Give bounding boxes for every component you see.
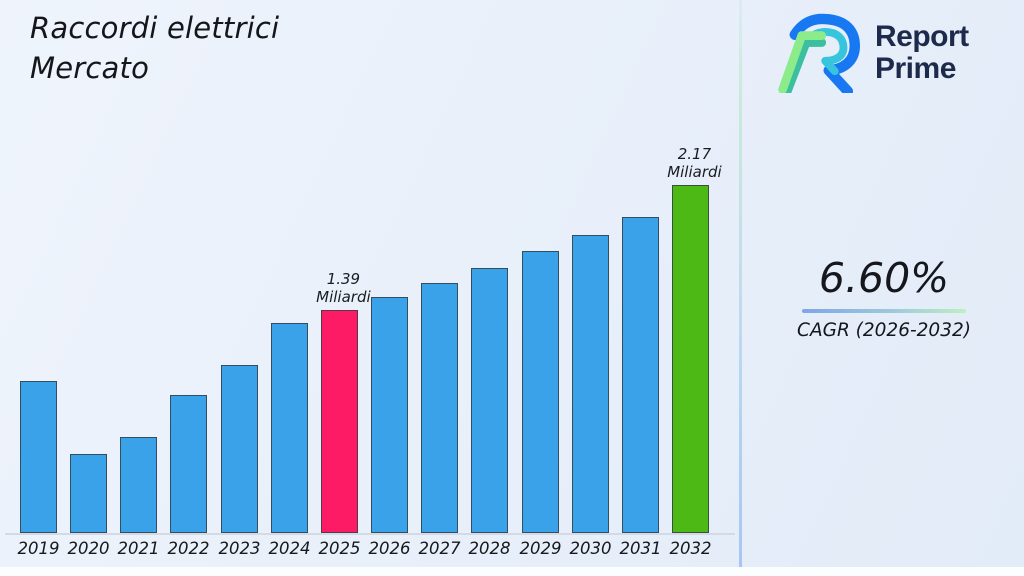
x-tick-2028: 2028 [468,539,511,558]
x-tick-2023: 2023 [218,539,261,558]
x-tick-2030: 2030 [569,539,612,558]
bar-2027 [421,283,458,533]
x-tick-2026: 2026 [368,539,411,558]
vertical-divider [739,0,742,574]
bar-2020 [70,454,107,533]
cagr-value: 6.60% [818,254,950,302]
footer-strip [0,567,1024,576]
x-tick-2019: 2019 [17,539,60,558]
bar-2031 [622,217,659,533]
page-title: Raccordi elettrici Mercato [30,8,279,88]
x-tick-2024: 2024 [268,539,311,558]
x-tick-2021: 2021 [117,539,160,558]
x-tick-2020: 2020 [67,539,110,558]
bar-2028 [471,268,508,533]
x-tick-2029: 2029 [519,539,562,558]
bar-2026 [371,297,408,533]
bar-2022 [170,395,207,533]
bar-2029 [522,251,559,533]
cagr-underline [802,309,966,313]
bar-2021 [120,437,157,533]
x-tick-2022: 2022 [167,539,210,558]
x-tick-2025: 2025 [318,539,361,558]
x-axis-baseline [5,533,735,535]
report-prime-wordmark: Report Prime [875,21,969,85]
x-tick-2027: 2027 [418,539,461,558]
x-tick-2031: 2031 [619,539,662,558]
cagr-block: 6.60% CAGR (2026-2032) [790,254,978,341]
report-prime-logo: Report Prime [776,13,969,93]
page-title-line2: Mercato [30,51,150,85]
bar-2024 [271,323,308,533]
bar-2023 [221,365,258,533]
wordmark-line2: Prime [875,52,956,85]
report-prime-logo-icon [776,13,864,93]
bar-2032 [672,185,709,533]
cagr-label: CAGR (2026-2032) [797,320,971,341]
value-label-2025: 1.39 Miliardi [316,270,371,306]
bar-chart: 2019 2020 2021 2022 2023 2024 2025 2026 2027 2028… [5,145,735,558]
bar-2019 [20,381,57,533]
bar-2030 [572,235,609,533]
bar-2025 [321,310,358,533]
page-title-line1: Raccordi elettrici [30,11,280,45]
x-tick-2032: 2032 [669,539,712,558]
value-label-2032: 2.17 Miliardi [667,145,722,181]
wordmark-line1: Report [875,20,969,53]
